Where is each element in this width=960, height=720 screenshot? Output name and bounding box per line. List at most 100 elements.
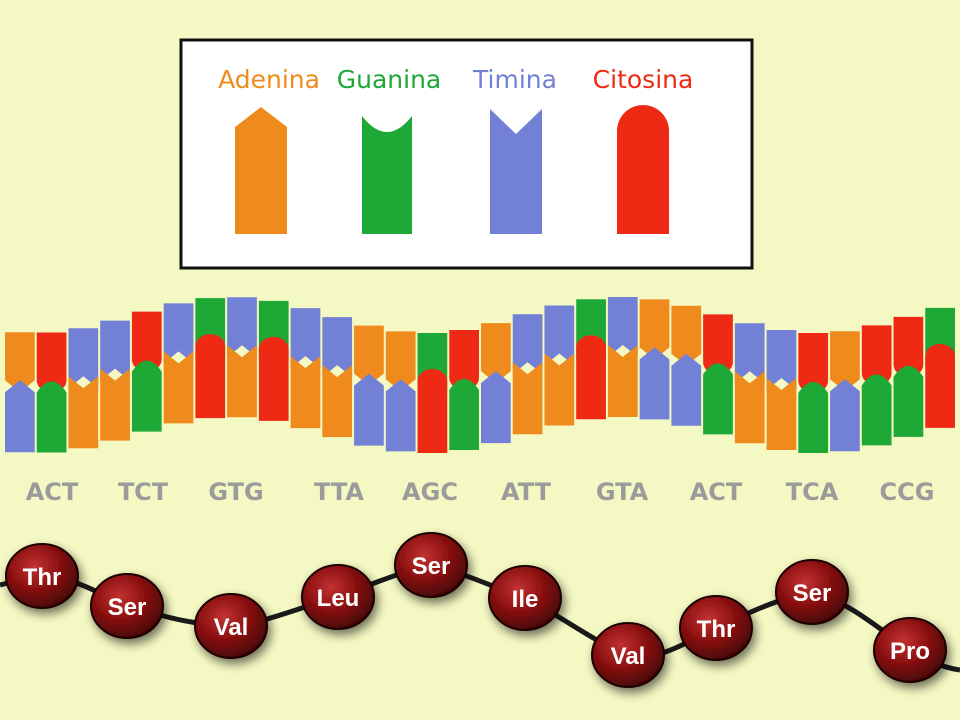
amino-acid-label: Ser [412, 553, 451, 580]
dna-base-A [163, 351, 194, 424]
dna-base-T [607, 297, 638, 358]
dna-base-T [639, 347, 670, 420]
codon-label: GTG [208, 478, 263, 506]
dna-base-T [68, 328, 99, 389]
amino-acid-bead: Ser [90, 573, 164, 639]
dna-base-T [227, 297, 257, 358]
dna-base-A [512, 362, 543, 435]
dna-base-T [512, 314, 543, 375]
bead-body [488, 565, 562, 631]
guanine-notch-shape [362, 116, 412, 234]
dna-base-T [322, 317, 353, 378]
codon-label: GTA [596, 478, 649, 506]
amino-acid-bead: Ile [488, 565, 562, 631]
dna-base-T [830, 379, 860, 452]
legend-label-guanina: Guanina [337, 65, 442, 94]
amino-acid-label: Pro [890, 638, 930, 665]
dna-base-A [734, 371, 765, 444]
bead-body [90, 573, 164, 639]
dna-base-A [766, 378, 797, 451]
dna-base-C [861, 325, 892, 386]
dna-base-T [290, 308, 321, 369]
codon-label: CCG [880, 478, 935, 506]
base-legend: Adenina Guanina Timina Citosina [179, 38, 754, 270]
codon-label: ATT [501, 478, 552, 506]
codon-label: ACT [26, 478, 79, 506]
dna-base-T [100, 320, 130, 381]
dna-base-G [131, 360, 162, 432]
dna-base-A [354, 325, 384, 386]
dna-base-G [861, 374, 892, 446]
dna-base-T [481, 371, 511, 444]
amino-acid-label: Thr [23, 564, 62, 591]
dna-base-A [671, 305, 702, 366]
dna-base-C [417, 368, 448, 453]
dna-base-A [385, 331, 416, 392]
bead-body [591, 622, 665, 688]
dna-base-T [544, 305, 575, 366]
dna-base-C [195, 334, 226, 419]
dna-base-A [639, 299, 670, 360]
dna-double-strand [5, 297, 955, 453]
codon-label: TTA [314, 478, 364, 506]
codon-label: TCT [118, 478, 169, 506]
dna-base-C [798, 332, 829, 393]
cytosine-round-shape [617, 105, 669, 234]
amino-acid-label: Leu [317, 585, 360, 612]
dna-base-A [830, 331, 860, 392]
legend-label-adenina: Adenina [218, 65, 320, 94]
dna-base-G [893, 365, 924, 437]
bead-body [5, 543, 79, 609]
bead-body [394, 532, 468, 598]
dna-base-C [258, 336, 289, 421]
legend-label-citosina: Citosina [593, 65, 694, 94]
dna-base-A [100, 368, 130, 441]
dna-base-C [703, 314, 733, 375]
dna-base-C [449, 329, 479, 390]
amino-acid-bead: Val [194, 593, 268, 659]
dna-base-G [798, 381, 829, 453]
codon-label: ACT [690, 478, 743, 506]
bead-body [679, 595, 753, 661]
bead-body [775, 559, 849, 625]
dna-base-A [227, 345, 257, 418]
dna-base-A [544, 353, 575, 426]
codon-label: TCA [786, 478, 839, 506]
amino-acid-bead: Pro [873, 617, 947, 683]
adenine-arrow-shape [235, 107, 287, 234]
amino-acid-bead: Val [591, 622, 665, 688]
dna-base-T [163, 303, 194, 364]
polypeptide-chain: Thr Ser Val Leu Ser Ile Val Thr [0, 532, 960, 688]
amino-acid-bead: Thr [679, 595, 753, 661]
dna-base-A [607, 345, 638, 418]
dna-base-T [385, 379, 416, 452]
dna-base-T [354, 373, 384, 446]
dna-base-G [703, 363, 733, 435]
dna-base-C [893, 316, 924, 377]
codon-row: ACT TCT GTG TTA AGC ATT GTA ACT TCA CCG [26, 478, 935, 506]
dna-base-G [36, 381, 67, 453]
dna-base-C [36, 332, 67, 393]
amino-acid-label: Ser [108, 594, 147, 621]
dna-base-T [766, 330, 797, 391]
amino-acid-label: Val [611, 643, 646, 670]
legend-label-timina: Timina [472, 65, 557, 94]
dna-base-T [671, 353, 702, 426]
bead-body [194, 593, 268, 659]
amino-acid-bead: Ser [775, 559, 849, 625]
dna-base-T [734, 323, 765, 384]
codon-label: AGC [402, 478, 458, 506]
dna-base-A [481, 323, 511, 384]
dna-base-C [576, 335, 606, 420]
bead-body [301, 564, 375, 630]
dna-base-C [131, 311, 162, 372]
amino-acid-label: Ile [512, 586, 539, 613]
amino-acid-label: Ser [793, 580, 832, 607]
dna-base-C [925, 343, 955, 428]
bead-body [873, 617, 947, 683]
dna-base-A [322, 365, 353, 438]
dna-base-G [449, 378, 479, 450]
dna-base-A [290, 356, 321, 429]
amino-acid-label: Thr [697, 616, 736, 643]
